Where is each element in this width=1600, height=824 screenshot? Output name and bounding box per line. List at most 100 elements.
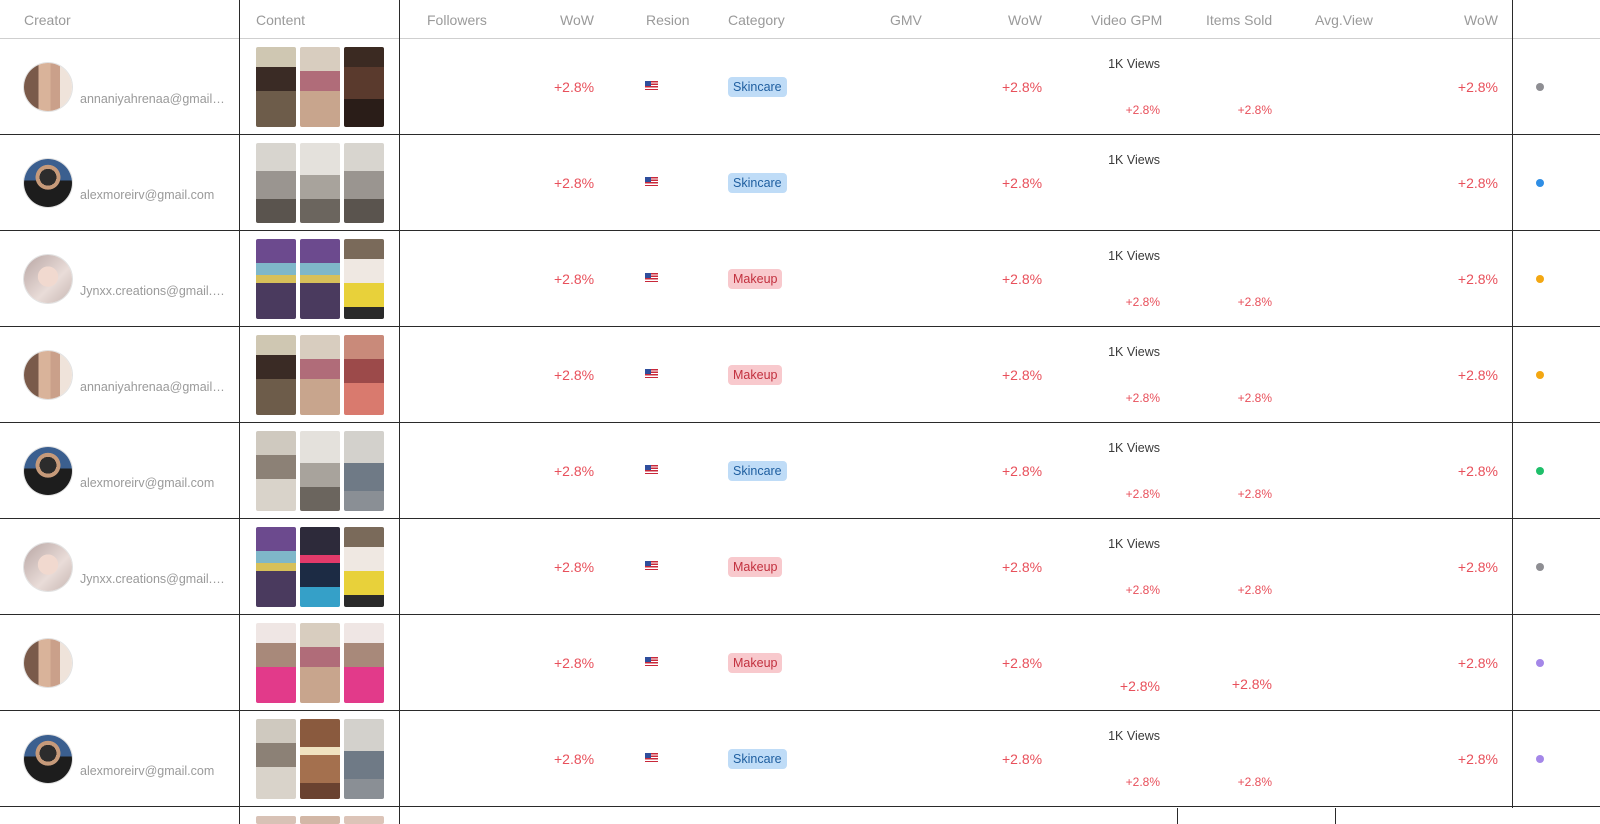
content-thumbnail[interactable] bbox=[344, 431, 384, 511]
content-thumbnail[interactable] bbox=[300, 527, 340, 607]
avatar[interactable] bbox=[24, 639, 72, 687]
content-thumbnail[interactable] bbox=[344, 47, 384, 127]
content-thumbnail[interactable] bbox=[256, 816, 296, 824]
avatar[interactable] bbox=[24, 447, 72, 495]
us-flag-icon bbox=[645, 177, 658, 186]
content-thumbnail[interactable] bbox=[256, 335, 296, 415]
content-thumbnail[interactable] bbox=[344, 527, 384, 607]
content-thumbnail[interactable] bbox=[300, 816, 340, 824]
creator-email[interactable]: annaniyahrenaa@gmail.com bbox=[80, 380, 226, 394]
content-thumbnail[interactable] bbox=[256, 623, 296, 703]
content-thumbnail[interactable] bbox=[256, 47, 296, 127]
column-header-view-wow[interactable]: WoW bbox=[1464, 12, 1498, 28]
table-row[interactable]: +2.8% Makeup +2.8% +2.8% +2.8% +2.8% bbox=[0, 615, 1600, 711]
column-header-followers[interactable]: Followers bbox=[427, 12, 487, 28]
status-dot[interactable] bbox=[1536, 563, 1544, 571]
creator-email[interactable]: annaniyahrenaa@gmail.com bbox=[80, 92, 226, 106]
status-dot[interactable] bbox=[1536, 659, 1544, 667]
items-sold-wow: +2.8% bbox=[1231, 676, 1272, 692]
table-row-partial bbox=[0, 808, 1600, 824]
avg-view-wow: +2.8% bbox=[1457, 751, 1498, 767]
creator-email[interactable]: Jynxx.creations@gmail.com bbox=[80, 284, 226, 298]
video-views: 1K Views bbox=[1108, 345, 1160, 359]
table-row[interactable]: alexmoreirv@gmail.com +2.8% Skincare +2.8% 1… bbox=[0, 135, 1600, 231]
creator-email[interactable]: alexmoreirv@gmail.com bbox=[80, 188, 215, 202]
category-badge: Makeup bbox=[728, 557, 783, 577]
avatar[interactable] bbox=[24, 159, 72, 207]
content-thumbnail[interactable] bbox=[344, 816, 384, 824]
content-thumbnail[interactable] bbox=[344, 623, 384, 703]
column-header-gmv-wow[interactable]: WoW bbox=[1008, 12, 1042, 28]
us-flag-icon bbox=[645, 561, 658, 570]
status-dot[interactable] bbox=[1536, 179, 1544, 187]
status-dot[interactable] bbox=[1536, 467, 1544, 475]
category-badge: Makeup bbox=[728, 269, 783, 289]
content-thumbnail[interactable] bbox=[300, 623, 340, 703]
table-row[interactable]: alexmoreirv@gmail.com +2.8% Skincare +2.8% 1… bbox=[0, 711, 1600, 807]
status-dot[interactable] bbox=[1536, 371, 1544, 379]
us-flag-icon bbox=[645, 465, 658, 474]
column-header-gmv[interactable]: GMV bbox=[890, 12, 922, 28]
video-views: 1K Views bbox=[1108, 537, 1160, 551]
content-thumbnail[interactable] bbox=[256, 239, 296, 319]
table-row[interactable]: annaniyahrenaa@gmail.com +2.8% Makeup +2.8%… bbox=[0, 327, 1600, 423]
column-header-wow[interactable]: WoW bbox=[560, 12, 594, 28]
content-thumbnail[interactable] bbox=[256, 143, 296, 223]
content-thumbnail[interactable] bbox=[344, 239, 384, 319]
content-thumbnail[interactable] bbox=[300, 335, 340, 415]
items-sold-wow: +2.8% bbox=[1237, 391, 1272, 405]
us-flag-icon bbox=[645, 657, 658, 666]
content-thumbnail[interactable] bbox=[344, 143, 384, 223]
status-dot[interactable] bbox=[1536, 275, 1544, 283]
column-header-region[interactable]: Resion bbox=[646, 12, 690, 28]
followers-wow: +2.8% bbox=[554, 271, 595, 287]
gmv-wow: +2.8% bbox=[1002, 463, 1043, 479]
column-header-creator[interactable]: Creator bbox=[24, 12, 71, 28]
status-dot[interactable] bbox=[1536, 83, 1544, 91]
video-gpm-wow: +2.8% bbox=[1125, 391, 1160, 405]
creator-email[interactable]: alexmoreirv@gmail.com bbox=[80, 764, 215, 778]
category-badge: Makeup bbox=[728, 653, 783, 673]
content-thumbnail[interactable] bbox=[300, 431, 340, 511]
column-header-items-sold[interactable]: Items Sold bbox=[1206, 12, 1273, 28]
avg-view-wow: +2.8% bbox=[1457, 79, 1498, 95]
video-views: 1K Views bbox=[1108, 729, 1160, 743]
content-thumbnail[interactable] bbox=[300, 143, 340, 223]
content-thumbnail[interactable] bbox=[344, 335, 384, 415]
creator-email[interactable]: Jynxx.creations@gmail.com bbox=[80, 572, 226, 586]
avatar[interactable] bbox=[24, 735, 72, 783]
column-header-content[interactable]: Content bbox=[256, 12, 306, 28]
content-thumbnail[interactable] bbox=[300, 47, 340, 127]
content-thumbnail[interactable] bbox=[344, 719, 384, 799]
avg-view-wow: +2.8% bbox=[1457, 463, 1498, 479]
table-row[interactable]: Jynxx.creations@gmail.com +2.8% Makeup +2.8… bbox=[0, 519, 1600, 615]
content-thumbnail[interactable] bbox=[256, 431, 296, 511]
table-header: Creator Content Followers WoW Resion Cat… bbox=[0, 0, 1600, 39]
video-gpm-wow: +2.8% bbox=[1125, 775, 1160, 789]
column-header-category[interactable]: Category bbox=[728, 12, 785, 28]
items-sold-wow: +2.8% bbox=[1237, 583, 1272, 597]
category-badge: Skincare bbox=[728, 77, 787, 97]
status-dot[interactable] bbox=[1536, 755, 1544, 763]
creator-email[interactable]: alexmoreirv@gmail.com bbox=[80, 476, 215, 490]
items-sold-wow: +2.8% bbox=[1237, 487, 1272, 501]
column-header-video-gpm[interactable]: Video GPM bbox=[1091, 12, 1163, 28]
avatar[interactable] bbox=[24, 351, 72, 399]
avatar[interactable] bbox=[24, 63, 72, 111]
table-row[interactable]: annaniyahrenaa@gmail.com +2.8% Skincare +2.… bbox=[0, 39, 1600, 135]
table-row[interactable]: alexmoreirv@gmail.com +2.8% Skincare +2.8% 1… bbox=[0, 423, 1600, 519]
column-divider bbox=[239, 0, 240, 824]
followers-wow: +2.8% bbox=[554, 463, 595, 479]
content-thumbnail[interactable] bbox=[300, 239, 340, 319]
us-flag-icon bbox=[645, 273, 658, 282]
avatar[interactable] bbox=[24, 543, 72, 591]
video-gpm-wow: +2.8% bbox=[1125, 583, 1160, 597]
content-thumbnail[interactable] bbox=[256, 527, 296, 607]
content-thumbnail[interactable] bbox=[300, 719, 340, 799]
table-row[interactable]: Jynxx.creations@gmail.com +2.8% Makeup +2.8… bbox=[0, 231, 1600, 327]
column-header-avg-view[interactable]: Avg.View bbox=[1315, 12, 1373, 28]
followers-wow: +2.8% bbox=[554, 751, 595, 767]
column-divider bbox=[1512, 0, 1513, 808]
content-thumbnail[interactable] bbox=[256, 719, 296, 799]
avatar[interactable] bbox=[24, 255, 72, 303]
